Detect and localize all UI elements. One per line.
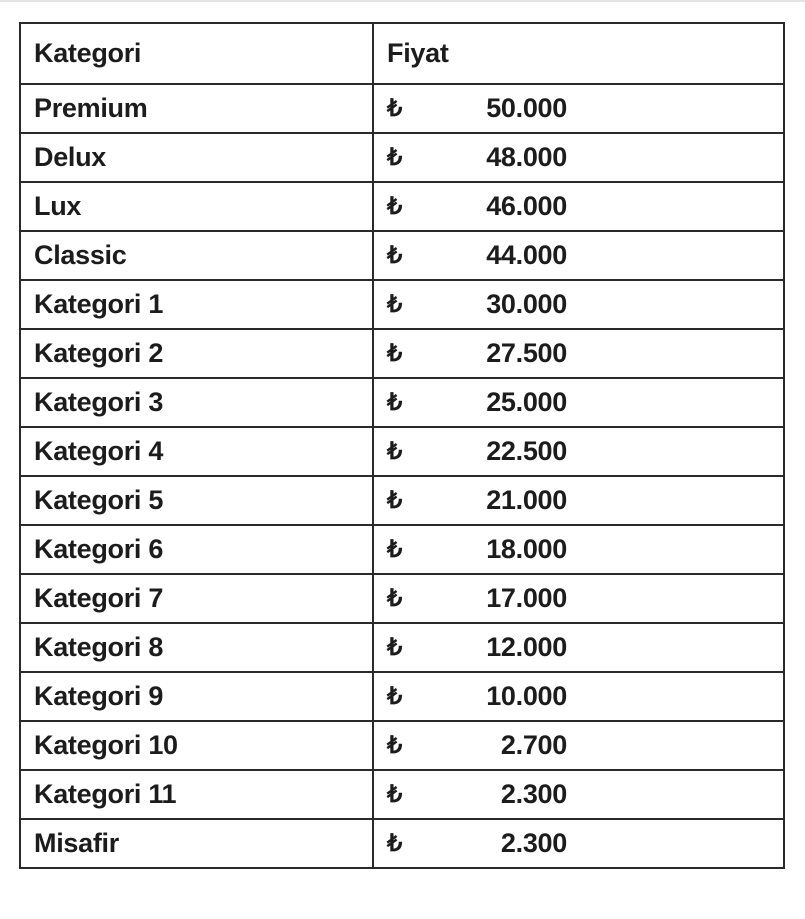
- lira-icon: ₺: [387, 732, 402, 759]
- category-cell: Kategori 7: [19, 573, 374, 624]
- lira-icon: ₺: [387, 536, 402, 563]
- category-cell: Kategori 10: [19, 720, 374, 771]
- lira-icon: ₺: [387, 389, 402, 416]
- lira-icon: ₺: [387, 95, 402, 122]
- price-value: 2.300: [500, 779, 567, 809]
- price-value: 27.500: [486, 338, 567, 368]
- lira-icon: ₺: [387, 438, 402, 465]
- table-row: Kategori 11 ₺ 2.300: [19, 769, 785, 820]
- table-row: Kategori 2 ₺ 27.500: [19, 328, 785, 379]
- price-value: 18.000: [486, 534, 567, 564]
- table-row: Kategori 10 ₺ 2.700: [19, 720, 785, 771]
- category-cell: Kategori 6: [19, 524, 374, 575]
- table-row: Lux ₺ 46.000: [19, 181, 785, 232]
- price-value: 44.000: [486, 240, 567, 270]
- table-row: Kategori 9 ₺ 10.000: [19, 671, 785, 722]
- header-category: Kategori: [19, 22, 374, 85]
- price-cell: ₺ 2.700: [372, 720, 785, 771]
- price-value: 30.000: [486, 289, 567, 319]
- price-value: 21.000: [486, 485, 567, 515]
- price-cell: ₺ 2.300: [372, 769, 785, 820]
- table-row: Classic ₺ 44.000: [19, 230, 785, 281]
- price-value: 17.000: [486, 583, 567, 613]
- lira-icon: ₺: [387, 487, 402, 514]
- price-value: 22.500: [486, 436, 567, 466]
- category-cell: Lux: [19, 181, 374, 232]
- table-row: Kategori 5 ₺ 21.000: [19, 475, 785, 526]
- price-cell: ₺ 21.000: [372, 475, 785, 526]
- price-cell: ₺ 50.000: [372, 83, 785, 134]
- price-cell: ₺ 44.000: [372, 230, 785, 281]
- lira-icon: ₺: [387, 340, 402, 367]
- lira-icon: ₺: [387, 291, 402, 318]
- category-cell: Delux: [19, 132, 374, 183]
- category-cell: Kategori 9: [19, 671, 374, 722]
- price-cell: ₺ 25.000: [372, 377, 785, 428]
- lira-icon: ₺: [387, 585, 402, 612]
- lira-icon: ₺: [387, 781, 402, 808]
- category-cell: Kategori 5: [19, 475, 374, 526]
- lira-icon: ₺: [387, 683, 402, 710]
- category-cell: Kategori 8: [19, 622, 374, 673]
- table-row: Premium ₺ 50.000: [19, 83, 785, 134]
- price-value: 25.000: [486, 387, 567, 417]
- price-cell: ₺ 12.000: [372, 622, 785, 673]
- lira-icon: ₺: [387, 144, 402, 171]
- category-cell: Kategori 11: [19, 769, 374, 820]
- price-value: 10.000: [486, 681, 567, 711]
- price-cell: ₺ 18.000: [372, 524, 785, 575]
- lira-icon: ₺: [387, 634, 402, 661]
- price-value: 2.700: [500, 730, 567, 760]
- price-value: 50.000: [486, 93, 567, 123]
- category-cell: Kategori 3: [19, 377, 374, 428]
- lira-icon: ₺: [387, 242, 402, 269]
- category-cell: Classic: [19, 230, 374, 281]
- table-row: Kategori 8 ₺ 12.000: [19, 622, 785, 673]
- price-value: 46.000: [486, 191, 567, 221]
- price-cell: ₺ 10.000: [372, 671, 785, 722]
- price-value: 12.000: [486, 632, 567, 662]
- price-cell: ₺ 22.500: [372, 426, 785, 477]
- price-value: 48.000: [486, 142, 567, 172]
- price-table: Kategori Fiyat Premium ₺ 50.000 Delux ₺ 48.00…: [19, 22, 785, 869]
- price-cell: ₺ 30.000: [372, 279, 785, 330]
- table-row: Kategori 7 ₺ 17.000: [19, 573, 785, 624]
- table-row: Kategori 6 ₺ 18.000: [19, 524, 785, 575]
- header-price: Fiyat: [372, 22, 785, 85]
- price-cell: ₺ 46.000: [372, 181, 785, 232]
- table-header-row: Kategori Fiyat: [19, 22, 785, 85]
- table-row: Kategori 1 ₺ 30.000: [19, 279, 785, 330]
- table-row: Delux ₺ 48.000: [19, 132, 785, 183]
- table-row: Kategori 4 ₺ 22.500: [19, 426, 785, 477]
- price-cell: ₺ 2.300: [372, 818, 785, 869]
- lira-icon: ₺: [387, 193, 402, 220]
- price-value: 2.300: [500, 828, 567, 858]
- price-cell: ₺ 27.500: [372, 328, 785, 379]
- category-cell: Misafir: [19, 818, 374, 869]
- table-row: Misafir ₺ 2.300: [19, 818, 785, 869]
- category-cell: Kategori 4: [19, 426, 374, 477]
- lira-icon: ₺: [387, 830, 402, 857]
- category-cell: Kategori 2: [19, 328, 374, 379]
- top-divider: [0, 0, 805, 2]
- price-cell: ₺ 17.000: [372, 573, 785, 624]
- table-row: Kategori 3 ₺ 25.000: [19, 377, 785, 428]
- category-cell: Kategori 1: [19, 279, 374, 330]
- price-cell: ₺ 48.000: [372, 132, 785, 183]
- category-cell: Premium: [19, 83, 374, 134]
